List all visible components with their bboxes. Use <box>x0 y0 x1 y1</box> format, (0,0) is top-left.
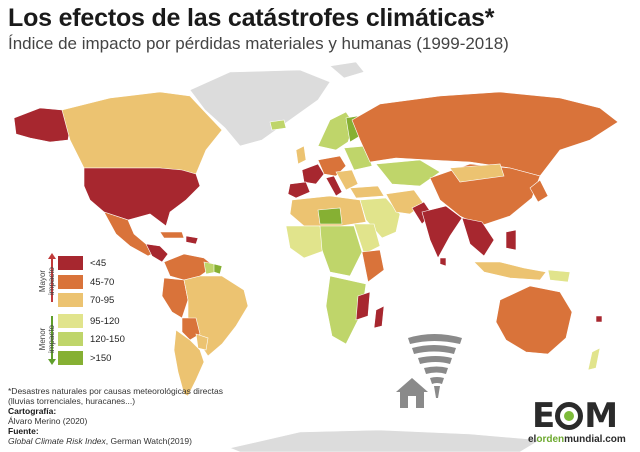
russia <box>351 91 619 177</box>
legend-item: 45-70 <box>58 275 114 289</box>
legend-item-label: 45-70 <box>90 276 115 288</box>
west-africa <box>285 225 327 259</box>
paraguay <box>195 333 209 351</box>
papua-new-guinea <box>547 269 571 283</box>
legend-swatch <box>58 351 83 365</box>
footnote: *Desastres naturales por causas meteorol… <box>8 386 223 406</box>
fuente-index-name: Global Climate Risk Index <box>8 436 106 446</box>
page-subtitle: Índice de impacto por pérdidas materiale… <box>8 34 509 53</box>
tornado-icon <box>408 334 462 398</box>
legend-swatch <box>58 293 83 307</box>
arrow-down-icon <box>48 316 56 365</box>
page-title: Los efectos de las catástrofes climática… <box>8 4 495 32</box>
legend-item-label: 120-150 <box>90 333 125 345</box>
iceland <box>269 119 287 131</box>
fuente-publisher: , German Watch(2019) <box>105 436 192 446</box>
arctic-islands <box>329 61 365 79</box>
southeast-asia <box>461 217 495 257</box>
mongolia <box>449 163 505 183</box>
legend-swatch <box>58 332 83 346</box>
italy <box>325 175 343 197</box>
legend-swatch <box>58 314 83 328</box>
uk <box>295 145 307 165</box>
korea-japan <box>529 179 549 203</box>
cuba <box>159 231 185 239</box>
greenland <box>189 69 331 147</box>
central-america <box>145 243 169 263</box>
legend-item: 70-95 <box>58 293 114 307</box>
logo-letter-e: E <box>532 396 555 436</box>
legend-swatch <box>58 275 83 289</box>
logo-letter-m: M <box>584 396 618 436</box>
logo-url-part: orden <box>536 434 565 445</box>
suriname <box>213 263 223 275</box>
house-icon <box>396 378 428 408</box>
globe-icon <box>555 402 584 430</box>
legend-item-label: <45 <box>90 257 107 269</box>
france <box>301 163 325 185</box>
canada <box>61 91 223 175</box>
bolivia <box>181 317 201 341</box>
india <box>421 205 463 259</box>
legend-swatch <box>58 256 83 270</box>
legend-item: <45 <box>58 256 106 270</box>
sri-lanka <box>439 257 447 267</box>
middle-east <box>359 197 401 239</box>
logo-url-part: mundial <box>564 434 603 445</box>
logo-url-part: el <box>528 434 537 445</box>
antarctica <box>228 429 541 452</box>
chile-argentina <box>173 329 205 397</box>
usa <box>83 167 201 227</box>
central-europe <box>317 155 347 177</box>
legend-item: 95-120 <box>58 314 120 328</box>
logo-url-part: .com <box>602 434 626 445</box>
peru-ecuador <box>161 277 189 319</box>
fuente-heading: Fuente: <box>8 426 39 436</box>
madagascar <box>373 305 385 329</box>
australia <box>495 285 573 355</box>
caribbean <box>185 235 199 245</box>
mozambique <box>355 291 371 321</box>
new-zealand <box>587 347 601 371</box>
cartografia-credit: Álvaro Merino (2020) <box>8 416 88 426</box>
legend-item-label: 95-120 <box>90 315 120 327</box>
fuente-credit: Global Climate Risk Index, German Watch(… <box>8 436 238 446</box>
southern-africa <box>325 275 367 345</box>
turkey-caucasus <box>349 185 385 199</box>
balkans <box>335 169 359 191</box>
legend-item: 120-150 <box>58 332 125 346</box>
legend-item-label: >150 <box>90 352 112 364</box>
alaska <box>13 107 71 143</box>
legend-label-mayor: Mayor impacto <box>38 267 56 296</box>
logo-url: elordenmundial.com <box>528 434 626 445</box>
libya <box>317 207 343 225</box>
iberia <box>287 181 311 199</box>
legend-item: >150 <box>58 351 111 365</box>
eastern-europe <box>343 145 373 171</box>
legend-label-menor: Menor impacto <box>38 325 56 354</box>
arrow-up-icon <box>48 253 56 302</box>
indonesia <box>473 261 547 281</box>
east-africa <box>361 249 385 283</box>
cartografia-heading: Cartografía: <box>8 406 57 416</box>
legend-item-label: 70-95 <box>90 294 115 306</box>
pacific-islands <box>595 315 603 323</box>
central-africa <box>319 225 363 277</box>
sudan-ethiopia <box>353 223 381 255</box>
philippines <box>505 229 517 251</box>
source-notes: *Desastres naturales por causas meteorol… <box>8 386 238 446</box>
map-legend: Mayor impacto Menor impacto <45 45-70 70… <box>18 252 128 372</box>
kazakhstan <box>375 159 441 187</box>
